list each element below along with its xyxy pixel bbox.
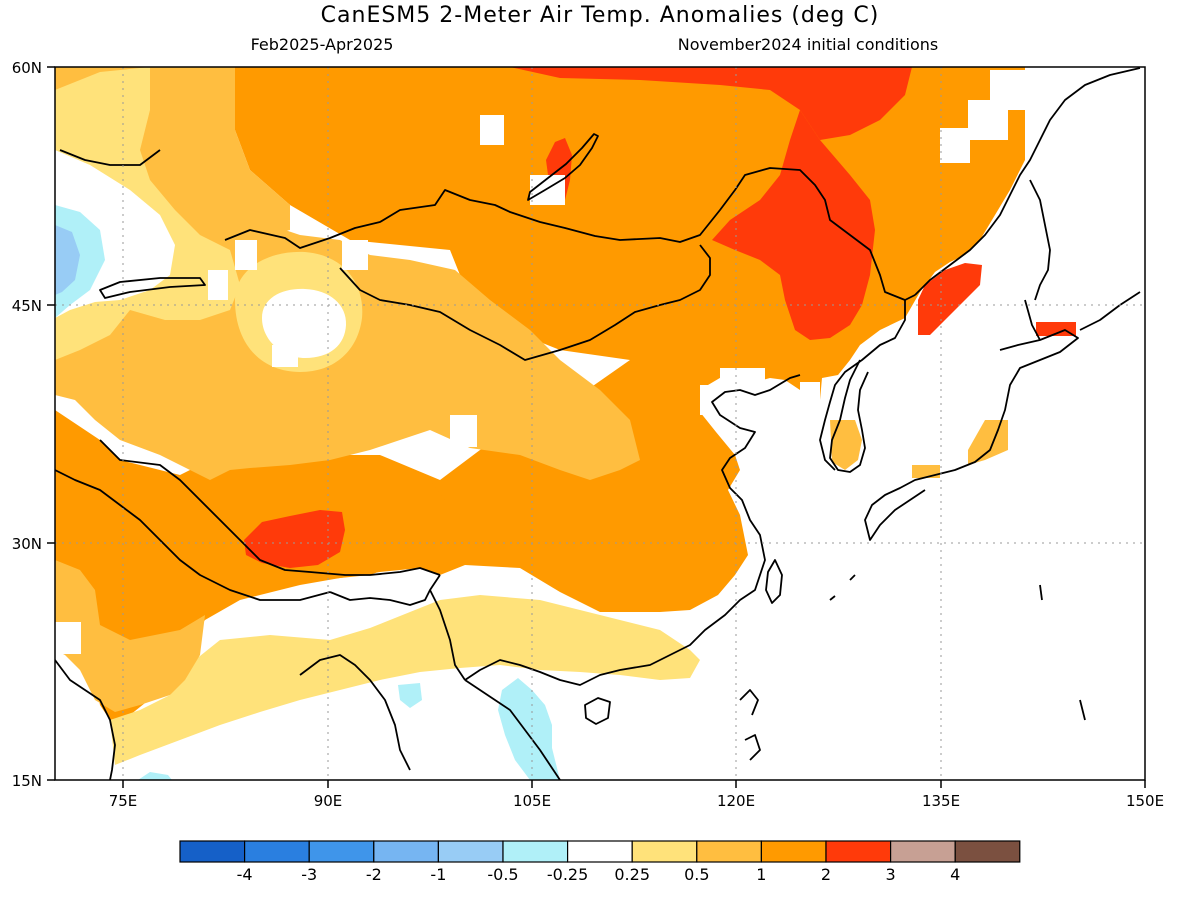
anomaly-region-2-to-3-amur (918, 263, 982, 335)
legend-swatch (760, 840, 827, 863)
legend-swatch (308, 840, 375, 863)
cool-region-myanmar (398, 683, 422, 708)
neutral-region-south (115, 672, 735, 780)
legend-label: 1 (756, 865, 766, 884)
legend-label: 0.5 (684, 865, 709, 884)
axis-ticks (47, 66, 1146, 788)
legend-label: -2 (366, 865, 382, 884)
neutral-region-tarim (262, 288, 347, 358)
period-subtitle: Feb2025-Apr2025 (251, 35, 394, 54)
color-legend-labels: -4 -3 -2 -1 -0.5 -0.25 0.25 0.5 1 2 3 4 (237, 865, 961, 884)
lon-label: 105E (513, 792, 551, 810)
anomaly-region-0.5-to-1-honshu (912, 465, 940, 478)
anomaly-region-0.5-to-1-korea (830, 420, 862, 470)
anomaly-region-1-to-2-india (55, 560, 205, 712)
anomaly-region-2-to-3-hokkaido (1036, 322, 1076, 336)
legend-label: -1 (430, 865, 446, 884)
map-title: CanESM5 2-Meter Air Temp. Anomalies (deg… (321, 3, 880, 28)
legend-swatch (631, 840, 698, 863)
cool-region-northwest-core (55, 225, 80, 295)
lon-label: 90E (314, 792, 343, 810)
lon-label: 120E (717, 792, 755, 810)
legend-swatch (502, 840, 569, 863)
masked-cells (55, 70, 1040, 654)
legend-swatch (954, 840, 1021, 863)
lat-label: 45N (12, 297, 42, 315)
lat-label: 15N (12, 772, 42, 790)
legend-swatch (437, 840, 504, 863)
legend-label: 0.25 (614, 865, 650, 884)
legend-swatch (244, 840, 310, 863)
initial-conditions-subtitle: November2024 initial conditions (678, 35, 938, 54)
legend-label: 3 (886, 865, 896, 884)
legend-swatch (373, 840, 439, 863)
legend-swatch (179, 840, 246, 863)
legend-label: 4 (950, 865, 960, 884)
legend-label: -0.5 (487, 865, 518, 884)
legend-swatch (889, 840, 956, 863)
lon-label: 150E (1126, 792, 1164, 810)
color-legend (179, 840, 1021, 863)
lat-label: 30N (12, 535, 42, 553)
legend-swatch (566, 840, 633, 863)
anomaly-region-0.25-to-0.5-south (110, 595, 700, 765)
lon-label: 75E (109, 792, 138, 810)
anomaly-region-2-to-3-tibet (244, 510, 345, 568)
map-frame (54, 66, 1146, 781)
map-panel (55, 67, 1145, 780)
anomaly-region-2-to-3-north (510, 67, 912, 140)
cool-region-indochina (498, 678, 560, 780)
anomaly-region-2-to-3-manchuria (712, 110, 875, 340)
legend-swatch (696, 840, 762, 863)
legend-label: -3 (301, 865, 317, 884)
lon-label: 135E (922, 792, 960, 810)
legend-label: -4 (237, 865, 253, 884)
coastlines (55, 67, 1141, 780)
cool-region-south-india (138, 772, 172, 780)
legend-swatch (825, 840, 892, 863)
legend-label: 2 (821, 865, 831, 884)
lat-label: 60N (12, 59, 42, 77)
legend-label: -0.25 (547, 865, 588, 884)
